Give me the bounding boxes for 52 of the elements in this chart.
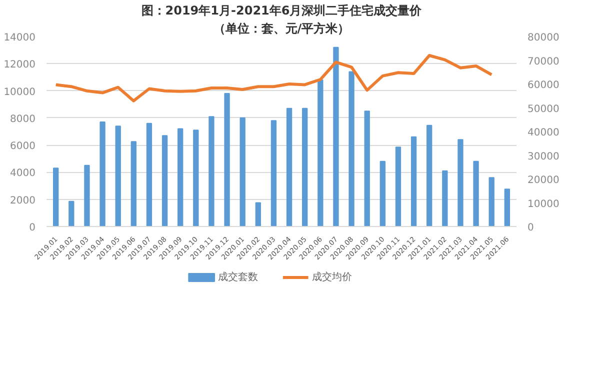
bar xyxy=(68,200,74,226)
chart-subtitle: （单位：套、元/平方米） xyxy=(213,22,350,36)
bar xyxy=(395,146,402,226)
bar xyxy=(504,188,510,226)
y2-tick-label: 0 xyxy=(528,222,534,234)
y-tick-label: 2000 xyxy=(10,195,36,206)
y-tick-label: 0 xyxy=(29,222,36,234)
y2-tick-label: 40000 xyxy=(528,128,560,138)
bar xyxy=(178,128,184,226)
bar xyxy=(473,160,479,226)
y2-tick-label: 10000 xyxy=(528,198,560,210)
y2-tick-label: 30000 xyxy=(528,151,560,162)
bar xyxy=(458,139,464,226)
bar xyxy=(84,164,90,226)
bar xyxy=(286,108,292,226)
y2-tick-label: 80000 xyxy=(528,32,560,44)
bar xyxy=(270,120,277,226)
bar xyxy=(146,122,152,226)
bar xyxy=(410,136,417,226)
bar xyxy=(255,202,261,226)
bar xyxy=(100,122,106,226)
line-series xyxy=(54,54,494,102)
y-tick-label: 12000 xyxy=(4,60,36,71)
bar xyxy=(302,108,308,226)
y-tick-label: 8000 xyxy=(10,114,36,125)
bar xyxy=(318,79,324,226)
y2-tick-label: 20000 xyxy=(528,175,560,186)
y-tick-label: 14000 xyxy=(4,32,36,44)
bar xyxy=(224,93,230,226)
y2-tick-label: 70000 xyxy=(528,56,560,68)
bar xyxy=(208,116,214,226)
bar xyxy=(488,177,494,226)
chart-title: 图：2019年1月-2021年6月深圳二手住宅成交量价 xyxy=(141,4,423,18)
bar xyxy=(380,160,386,226)
y2-tick-label: 50000 xyxy=(528,104,560,115)
y-tick-label: 4000 xyxy=(10,168,36,180)
bar xyxy=(162,135,168,226)
y-tick-label: 6000 xyxy=(10,141,36,152)
y2-tick-label: 60000 xyxy=(528,80,560,91)
bar xyxy=(240,117,246,226)
bar xyxy=(193,130,199,226)
bar xyxy=(115,126,121,226)
bar xyxy=(53,168,59,226)
legend-label: 成交套数 xyxy=(218,271,258,283)
bar xyxy=(364,110,370,226)
y-tick-label: 10000 xyxy=(4,86,36,98)
bar xyxy=(426,124,432,226)
legend-label: 成交均价 xyxy=(312,271,352,283)
bar xyxy=(130,141,136,226)
bar xyxy=(442,170,448,226)
bar xyxy=(333,46,339,226)
bar xyxy=(348,71,354,226)
